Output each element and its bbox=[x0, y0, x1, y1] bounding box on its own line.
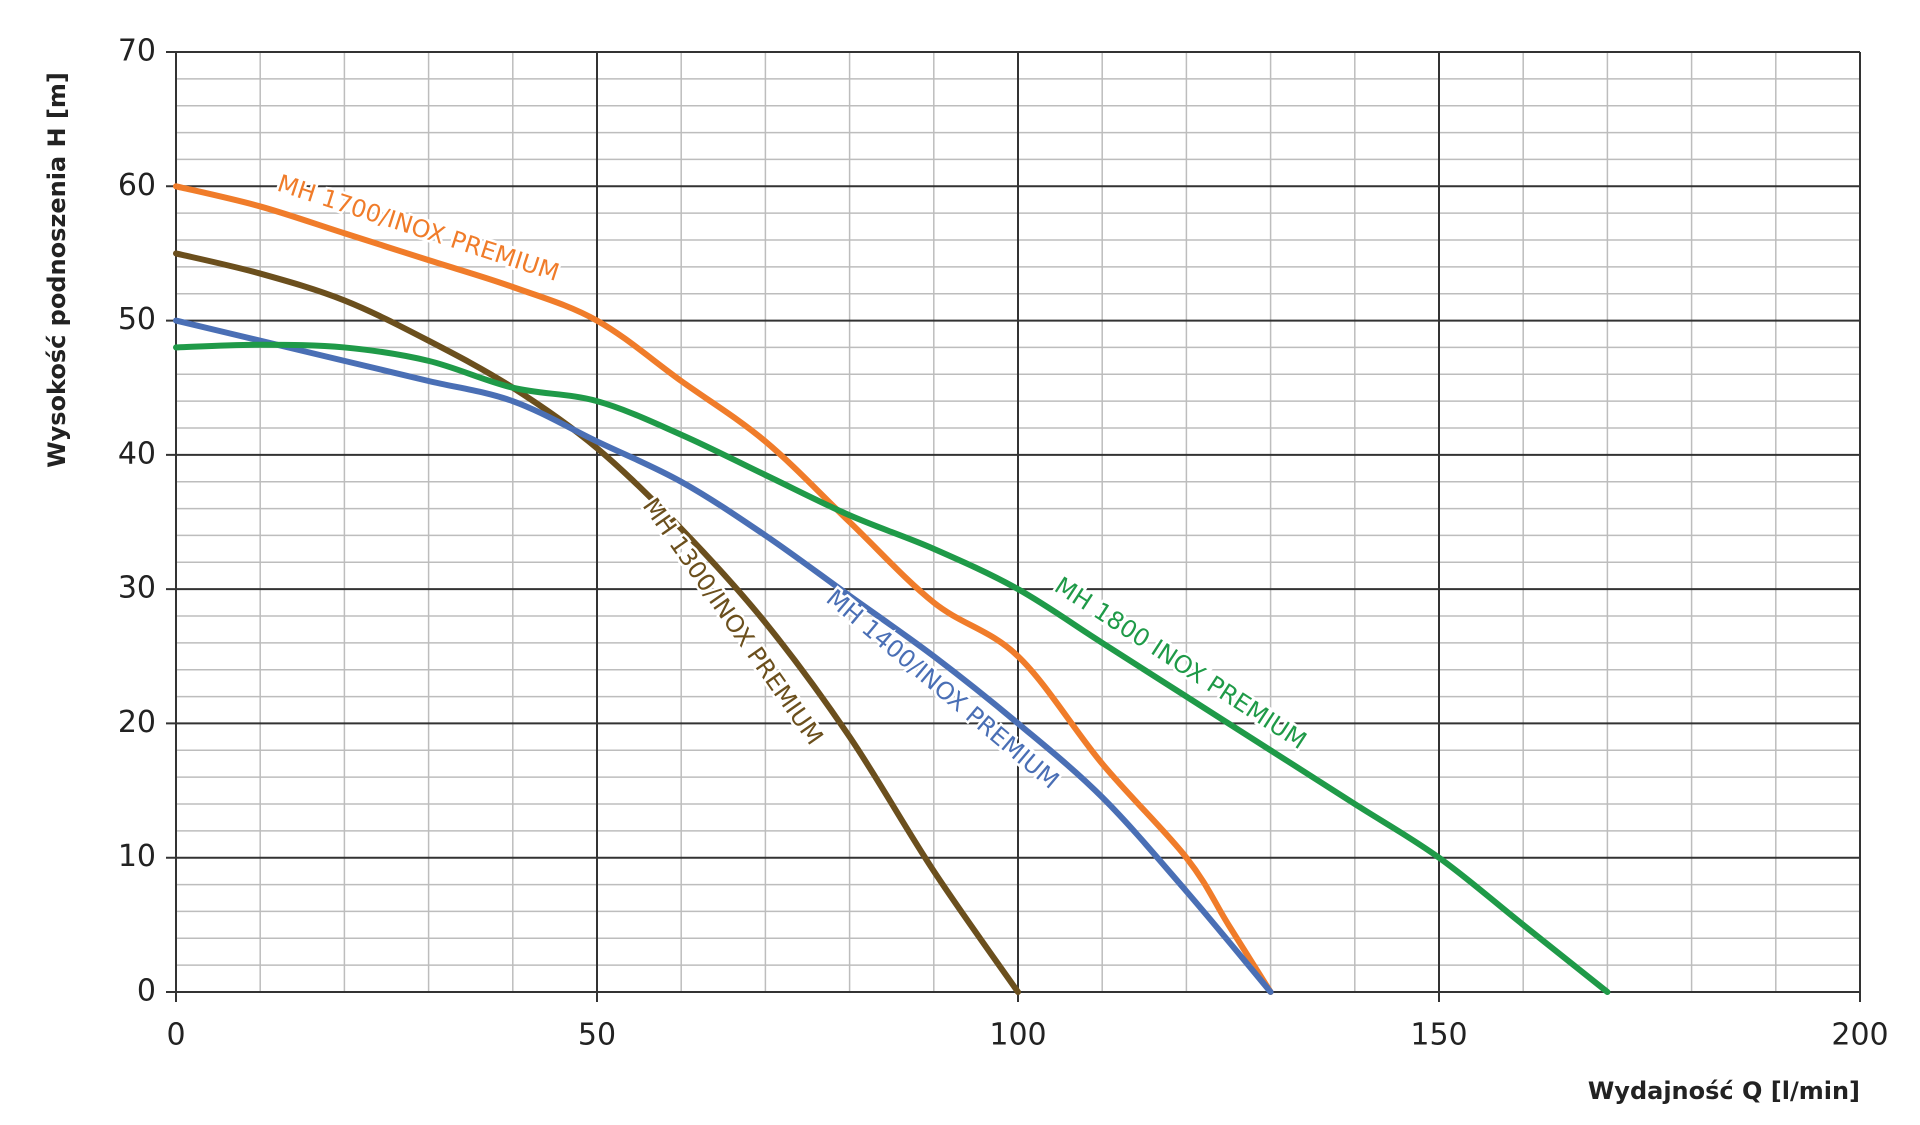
y-tick-label: 30 bbox=[118, 571, 156, 606]
y-tick-label: 70 bbox=[118, 34, 156, 69]
x-tick-label: 200 bbox=[1831, 1018, 1888, 1053]
x-tick-label: 50 bbox=[578, 1018, 616, 1053]
series-line bbox=[173, 250, 1021, 995]
series-line bbox=[173, 341, 1611, 995]
y-tick-label: 60 bbox=[118, 168, 156, 203]
series-line bbox=[173, 317, 1274, 995]
y-tick-label: 10 bbox=[118, 839, 156, 874]
x-axis-title: Wydajność Q [l/min] bbox=[1588, 1077, 1860, 1105]
y-tick-label: 0 bbox=[137, 974, 156, 1009]
x-tick-label: 0 bbox=[166, 1018, 185, 1053]
y-tick-label: 40 bbox=[118, 436, 156, 471]
x-tick-label: 100 bbox=[989, 1018, 1046, 1053]
series-line bbox=[173, 183, 1274, 995]
y-tick-label: 20 bbox=[118, 705, 156, 740]
series-label: MH 1800 INOX PREMIUM bbox=[1050, 571, 1312, 755]
y-axis-title: Wysokość podnoszenia H [m] bbox=[43, 72, 71, 468]
y-tick-label: 50 bbox=[118, 302, 156, 337]
series-label: MH 1300/INOX PREMIUM bbox=[637, 493, 829, 750]
x-tick-label: 150 bbox=[1410, 1018, 1467, 1053]
